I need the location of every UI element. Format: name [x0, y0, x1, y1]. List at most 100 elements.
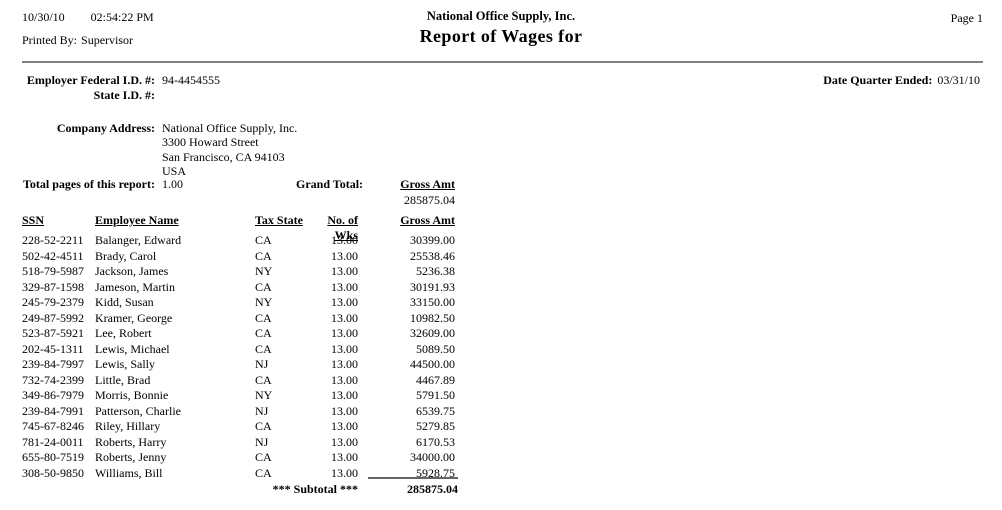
weeks-cell: 13.00 [331, 465, 358, 480]
table-row: 228-52-2211 Balanger, Edward CA 13.00 30… [22, 233, 455, 249]
table-row: 781-24-0011 Roberts, Harry NJ 13.00 6170… [22, 435, 455, 451]
employee-name-cell: Williams, Bill [95, 465, 163, 480]
employee-name-cell: Little, Brad [95, 372, 151, 387]
grand-total-gross-amt-header: Gross Amt [400, 177, 455, 191]
table-row: 349-86-7979 Morris, Bonnie NY 13.00 5791… [22, 388, 455, 404]
company-address-line3: San Francisco, CA 94103 [162, 149, 285, 164]
table-row: 732-74-2399 Little, Brad CA 13.00 4467.8… [22, 373, 455, 389]
gross-amt-cell: 5791.50 [416, 388, 455, 402]
table-row: 239-84-7997 Lewis, Sally NJ 13.00 44500.… [22, 357, 455, 373]
report-title: Report of Wages for [419, 26, 583, 46]
gross-amt-header: Gross Amt [400, 213, 455, 227]
table-row: 502-42-4511 Brady, Carol CA 13.00 25538.… [22, 249, 455, 265]
federal-id-value: 94-4454555 [162, 73, 220, 87]
federal-id-row: Employer Federal I.D. #: 94-4454555 [0, 73, 220, 88]
tax-state-cell: NY [255, 264, 273, 278]
wage-table: SSN Employee Name Tax State No. of Wks G… [22, 213, 455, 481]
gross-amt-cell: 30399.00 [410, 233, 455, 247]
ssn-cell: 202-45-1311 [22, 341, 84, 356]
print-date: 10/30/10 [22, 10, 65, 24]
employee-name-cell: Riley, Hillary [95, 419, 161, 433]
state-id-label: State I.D. #: [93, 88, 155, 102]
subtotal-divider [368, 477, 458, 479]
table-row: 245-79-2379 Kidd, Susan NY 13.00 33150.0… [22, 295, 455, 311]
company-address-line4: USA [162, 164, 187, 178]
weeks-cell: 13.00 [331, 388, 358, 402]
table-row: 518-79-5987 Jackson, James NY 13.00 5236… [22, 264, 455, 280]
gross-amt-cell: 5279.85 [416, 419, 455, 433]
table-row: 523-87-5921 Lee, Robert CA 13.00 32609.0… [22, 326, 455, 342]
subtotal-label: *** Subtotal *** [272, 482, 358, 496]
tax-state-header: Tax State [255, 213, 303, 227]
ssn-header: SSN [22, 213, 45, 227]
tax-state-cell: CA [255, 419, 272, 433]
tax-state-cell: NJ [255, 434, 269, 449]
table-row: 249-87-5992 Kramer, George CA 13.00 1098… [22, 311, 455, 327]
table-row: 239-84-7991 Patterson, Charlie NJ 13.00 … [22, 404, 455, 420]
tax-state-cell: NY [255, 388, 273, 402]
ssn-cell: 349-86-7979 [22, 388, 84, 402]
total-pages-value: 1.00 [162, 177, 183, 191]
weeks-cell: 13.00 [331, 403, 358, 418]
quarter-ended-value: 03/31/10 [937, 73, 980, 87]
grand-total-label: Grand Total: [296, 177, 364, 191]
printed-by: Printed By: Supervisor [22, 33, 154, 48]
tax-state-cell: NJ [255, 403, 269, 418]
employee-name-cell: Jackson, James [95, 264, 169, 278]
employee-name-cell: Roberts, Jenny [95, 450, 167, 464]
ssn-cell: 249-87-5992 [22, 310, 84, 325]
printed-by-label: Printed By: [22, 33, 78, 47]
gross-amt-cell: 34000.00 [410, 450, 455, 464]
tax-state-cell: NJ [255, 357, 269, 371]
employee-name-cell: Morris, Bonnie [95, 388, 169, 402]
tax-state-cell: CA [255, 372, 272, 387]
quarter-ended-row: Date Quarter Ended: 03/31/10 [823, 73, 980, 88]
gross-amt-cell: 6539.75 [416, 403, 455, 418]
employee-name-cell: Balanger, Edward [95, 233, 182, 247]
federal-id-label: Employer Federal I.D. #: [26, 73, 155, 87]
ssn-cell: 502-42-4511 [22, 248, 84, 263]
tax-state-cell: NY [255, 295, 273, 309]
weeks-cell: 13.00 [331, 248, 358, 263]
weeks-cell: 13.00 [331, 341, 358, 356]
employee-name-cell: Lee, Robert [95, 326, 152, 340]
ssn-cell: 518-79-5987 [22, 264, 84, 278]
company-name-title: National Office Supply, Inc. [426, 9, 576, 23]
ssn-cell: 228-52-2211 [22, 233, 84, 247]
no-of-wks-header: No. of Wks [327, 213, 358, 242]
ssn-cell: 329-87-1598 [22, 279, 84, 294]
company-address-line1: National Office Supply, Inc. [162, 121, 298, 135]
print-time: 02:54:22 PM [90, 10, 154, 24]
tax-state-cell: CA [255, 279, 272, 294]
weeks-cell: 13.00 [331, 450, 358, 464]
tax-state-cell: CA [255, 310, 272, 325]
total-pages-row: Total pages of this report: 1.00 [0, 177, 183, 192]
table-row: 329-87-1598 Jameson, Martin CA 13.00 301… [22, 280, 455, 296]
table-row: 745-67-8246 Riley, Hillary CA 13.00 5279… [22, 419, 455, 435]
gross-amt-cell: 5089.50 [416, 341, 455, 356]
table-row: 202-45-1311 Lewis, Michael CA 13.00 5089… [22, 342, 455, 358]
ssn-cell: 732-74-2399 [22, 372, 84, 387]
table-body: 228-52-2211 Balanger, Edward CA 13.00 30… [22, 233, 455, 481]
tax-state-cell: CA [255, 326, 272, 340]
gross-amt-cell: 10982.50 [410, 310, 455, 325]
ssn-cell: 245-79-2379 [22, 295, 84, 309]
table-row: 308-50-9850 Williams, Bill CA 13.00 5928… [22, 466, 455, 482]
employee-name-cell: Roberts, Harry [95, 434, 167, 449]
header-divider [22, 61, 983, 63]
print-datetime: 10/30/10 02:54:22 PM [22, 10, 154, 25]
printed-by-value: Supervisor [81, 33, 134, 47]
state-id-row: State I.D. #: [0, 88, 155, 103]
weeks-cell: 13.00 [331, 357, 358, 371]
ssn-cell: 239-84-7997 [22, 357, 84, 371]
weeks-cell: 13.00 [331, 326, 358, 340]
ssn-cell: 523-87-5921 [22, 326, 84, 340]
gross-amt-cell: 6170.53 [416, 434, 455, 449]
weeks-cell: 13.00 [331, 372, 358, 387]
company-address-line2: 3300 Howard Street [162, 135, 259, 149]
weeks-cell: 13.00 [331, 434, 358, 449]
employee-name-cell: Patterson, Charlie [95, 403, 181, 418]
total-pages-label: Total pages of this report: [23, 177, 155, 191]
weeks-cell: 13.00 [331, 310, 358, 325]
weeks-cell: 13.00 [331, 233, 358, 247]
